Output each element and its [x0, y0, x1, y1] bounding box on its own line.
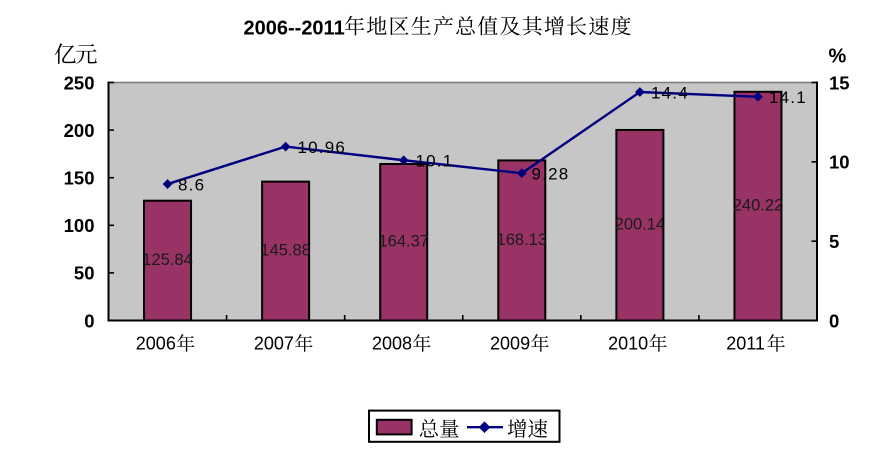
svg-text:2006: 2006 — [136, 334, 176, 354]
svg-text:2009: 2009 — [490, 334, 530, 354]
svg-text:2008: 2008 — [372, 334, 412, 354]
svg-text:8.6: 8.6 — [178, 175, 205, 194]
svg-text:15: 15 — [829, 72, 850, 93]
svg-text:2011: 2011 — [726, 334, 765, 354]
svg-text:2006--2011: 2006--2011 — [244, 17, 345, 39]
svg-text:200.14: 200.14 — [615, 216, 665, 234]
svg-text:%: % — [829, 45, 847, 67]
svg-text:5: 5 — [829, 231, 839, 252]
svg-text:200: 200 — [64, 120, 95, 141]
svg-text:2007: 2007 — [254, 334, 294, 354]
svg-text:50: 50 — [74, 263, 95, 284]
svg-text:10.96: 10.96 — [298, 138, 347, 157]
svg-text:168.13: 168.13 — [497, 231, 547, 249]
svg-text:9.28: 9.28 — [532, 165, 570, 184]
svg-text:2010: 2010 — [608, 334, 648, 354]
svg-text:0: 0 — [829, 310, 839, 331]
svg-text:10.1: 10.1 — [416, 152, 454, 171]
svg-text:100: 100 — [64, 215, 95, 236]
svg-text:14.4: 14.4 — [651, 83, 689, 102]
svg-text:14.1: 14.1 — [769, 88, 807, 107]
svg-text:125.84: 125.84 — [142, 251, 192, 269]
svg-text:145.88: 145.88 — [260, 241, 310, 259]
svg-text:164.37: 164.37 — [378, 233, 428, 251]
svg-text:250: 250 — [64, 72, 95, 93]
svg-text:0: 0 — [84, 310, 94, 331]
svg-text:240.22: 240.22 — [733, 196, 783, 214]
svg-text:150: 150 — [64, 168, 95, 189]
svg-text:10: 10 — [829, 152, 850, 173]
